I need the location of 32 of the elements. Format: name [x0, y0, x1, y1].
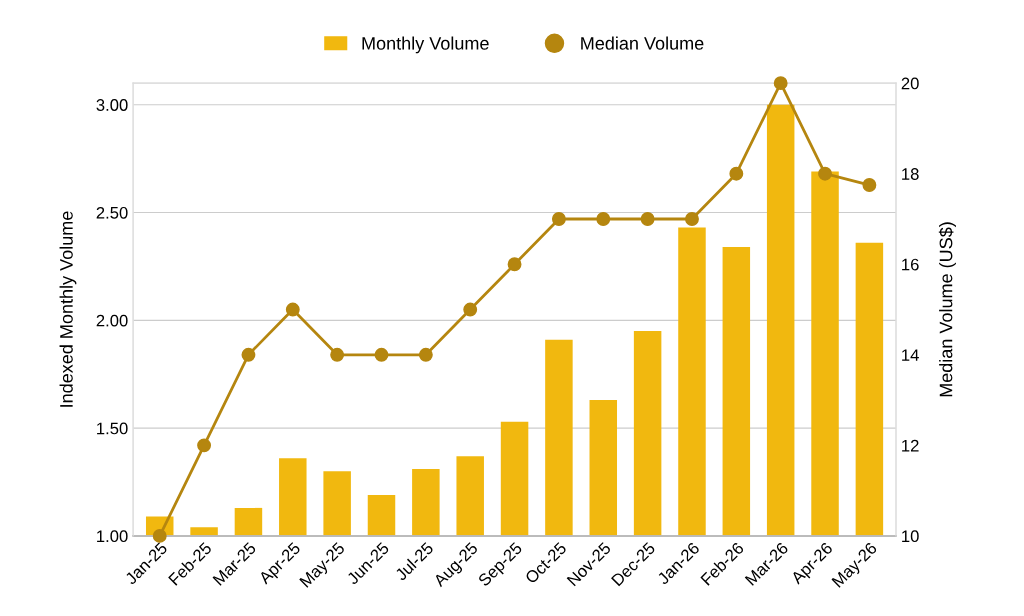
point: [463, 302, 478, 317]
point: [152, 528, 167, 543]
y2-tick-label: 20: [901, 77, 919, 90]
legend-label: Monthly Volume: [362, 36, 489, 54]
y2-tick-label: 12: [902, 439, 919, 452]
y2-tick-label: 14: [902, 349, 919, 361]
point: [640, 212, 655, 226]
y2-tick-label: 18: [902, 168, 919, 180]
point: [551, 212, 566, 226]
point: [197, 438, 212, 453]
y2-axis-title: Median Volume (US$): [938, 222, 956, 397]
point: [330, 347, 345, 362]
point: [773, 76, 788, 91]
legend-label: Median Volume: [581, 36, 704, 50]
y-tick-label: 3.00: [96, 99, 128, 111]
point: [241, 347, 256, 362]
y-tick-label: 2.50: [96, 206, 128, 219]
point: [596, 212, 611, 226]
y-axis-title: Indexed Monthly Volume: [59, 211, 77, 407]
point: [818, 166, 832, 181]
point: [285, 302, 300, 317]
y-tick-label: 1.00: [97, 530, 128, 543]
point: [418, 347, 433, 362]
point: [729, 166, 744, 181]
y2-tick-label: 16: [902, 258, 919, 271]
point: [507, 257, 522, 272]
y-tick-label: 2.00: [96, 314, 128, 327]
point: [374, 347, 389, 362]
point: [862, 178, 877, 192]
y-tick-label: 1.50: [97, 422, 128, 435]
point: [685, 212, 699, 226]
y2-tick-label: 10: [902, 530, 919, 543]
